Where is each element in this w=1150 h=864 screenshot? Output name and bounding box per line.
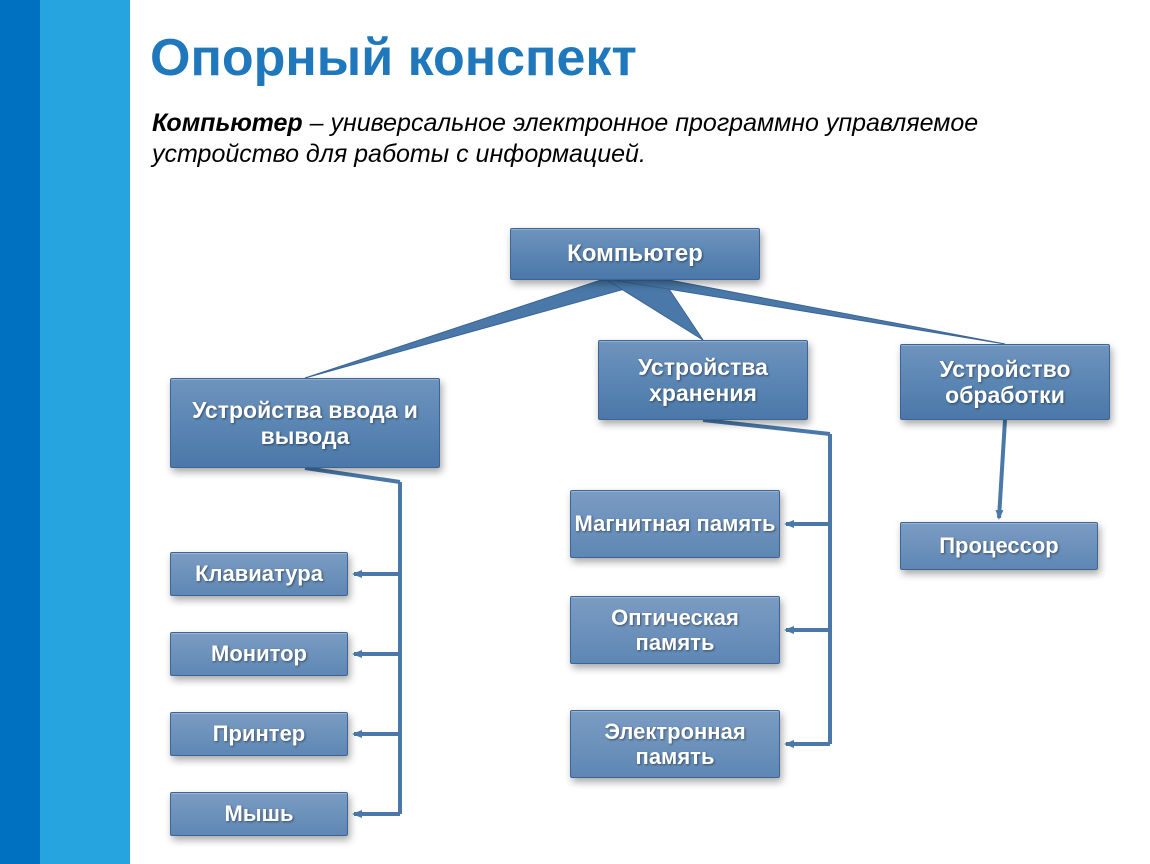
node-cat_storage: Устройства хранения: [598, 340, 808, 420]
node-io_keyboard: Клавиатура: [170, 552, 348, 596]
node-st_optical: Оптическая память: [570, 596, 780, 664]
node-root: Компьютер: [510, 228, 760, 280]
node-st_electronic: Электронная память: [570, 710, 780, 778]
node-io_printer: Принтер: [170, 712, 348, 756]
node-io_monitor: Монитор: [170, 632, 348, 676]
diagram-layer: Компьютер Устройства ввода и вывода Устрой…: [0, 0, 1150, 864]
node-cat_proc: Устройство обработки: [900, 344, 1110, 420]
node-proc_cpu: Процессор: [900, 522, 1098, 570]
node-st_magnetic: Магнитная память: [570, 490, 780, 558]
node-io_mouse: Мышь: [170, 792, 348, 836]
node-cat_io: Устройства ввода и вывода: [170, 378, 440, 468]
